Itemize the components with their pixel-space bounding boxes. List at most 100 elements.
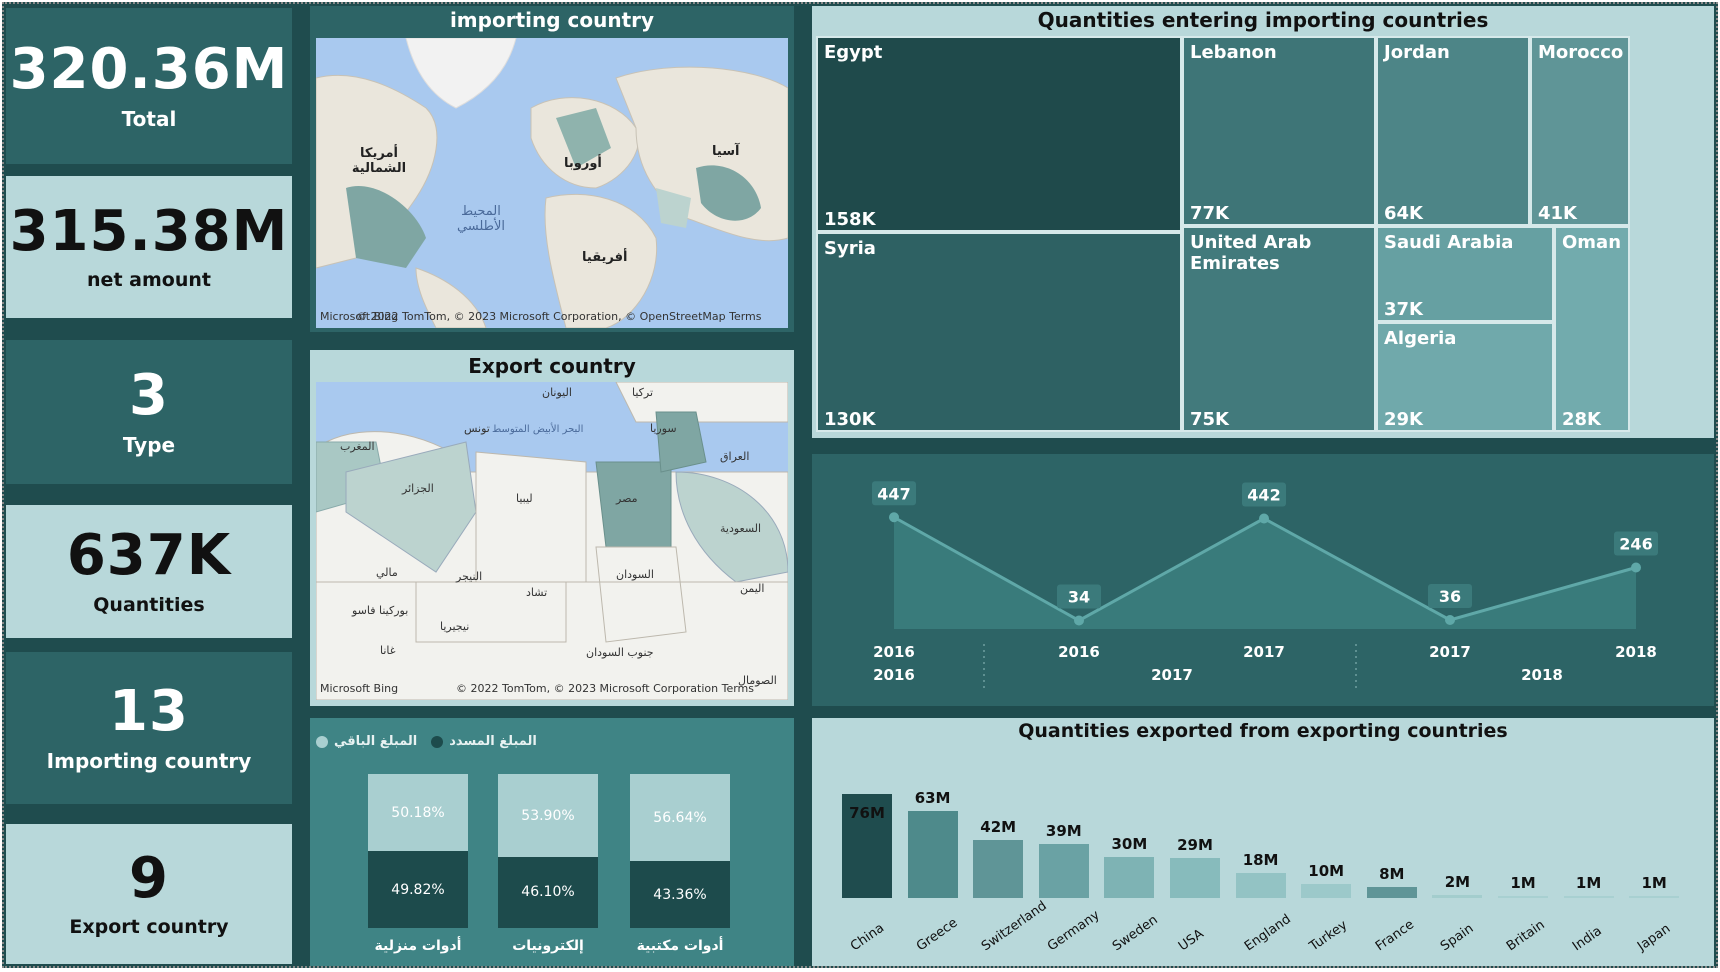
line-x-label: 2017 <box>1429 643 1471 661</box>
bar-x-label: USA <box>1176 926 1207 955</box>
export-map-copyright: © 2022 TomTom, © 2023 Microsoft Corporat… <box>456 682 754 695</box>
treemap-cell-value: 28K <box>1562 409 1601 430</box>
export-map-shapes <box>316 382 788 700</box>
bar-britain[interactable] <box>1498 896 1548 898</box>
kpi-importing-country[interactable]: 13 Importing country <box>6 652 292 804</box>
line-point-label: 442 <box>1247 486 1280 505</box>
bar-x-label: Greece <box>913 915 961 955</box>
bar-india[interactable] <box>1563 896 1614 898</box>
legend-remaining-label: المبلغ الباقي <box>334 734 418 749</box>
kpi-type[interactable]: 3 Type <box>6 340 292 484</box>
bar-greece[interactable] <box>907 811 958 898</box>
treemap-cell[interactable]: Egypt 158K <box>816 36 1182 232</box>
line-chart-svg: 447 2016 34 2016 442 2017 36 2017 246 2018 2016 201… <box>872 481 1658 690</box>
kpi-quantities[interactable]: 637K Quantities <box>6 505 292 638</box>
line-label-box <box>1428 584 1472 608</box>
exp-label-egypt: مصر <box>616 492 638 505</box>
line-x-label: 2016 <box>1058 643 1100 661</box>
legend-remaining-dot <box>316 735 328 748</box>
treemap-cell[interactable]: Oman 28K <box>1554 226 1630 432</box>
map-label-africa: أفريقيا <box>582 250 628 265</box>
treemap-cell[interactable]: Saudi Arabia 37K <box>1376 226 1554 322</box>
treemap-plot: Egypt 158K Syria 130K Lebanon 77K United Arab … <box>816 36 1710 434</box>
treemap-cell-name: Saudi Arabia <box>1384 232 1514 253</box>
import-map-brand: Microsoft Bing <box>320 310 399 323</box>
line-point[interactable] <box>889 512 899 523</box>
bar-germany[interactable] <box>1038 844 1089 898</box>
bar-france[interactable] <box>1366 887 1417 898</box>
treemap-cell-name: Syria <box>824 238 876 259</box>
line-point-label: 36 <box>1439 587 1461 606</box>
line-label-box <box>872 481 916 506</box>
line-label-box <box>1057 584 1101 609</box>
bar-x-label: England <box>1241 911 1294 955</box>
treemap-cell-name: United Arab Emirates <box>1190 232 1312 274</box>
bar-x-label: India <box>1569 923 1605 955</box>
kpi-total[interactable]: 320.36M Total <box>6 8 292 164</box>
stacked-category-label: إلكترونيات <box>512 938 584 954</box>
treemap-cell[interactable]: Syria 130K <box>816 232 1182 432</box>
exp-label-somalia: الصومال <box>738 674 777 687</box>
kpi-net-amount[interactable]: 315.38M net amount <box>6 176 292 318</box>
treemap-cell[interactable]: Jordan 64K <box>1376 36 1530 226</box>
export-map-card: Export country اليونان تركيا تونس البحر … <box>310 350 794 706</box>
export-map[interactable]: اليونان تركيا تونس البحر الأبيض المتوسط … <box>316 382 788 700</box>
line-label-box <box>1614 531 1658 556</box>
legend-paid-label: المبلغ المسدد <box>449 734 537 749</box>
treemap-cell[interactable]: Algeria 29K <box>1376 322 1554 432</box>
map-label-atlantic: المحيط الأطلسي <box>456 204 506 234</box>
kpi-net-amount-label: net amount <box>87 269 211 292</box>
bar-value-label: 76M <box>849 803 885 822</box>
treemap-cell-value: 29K <box>1384 409 1423 430</box>
stacked-segment-remaining[interactable]: 50.18% <box>368 774 468 852</box>
exp-label-ghana: غانا <box>380 644 396 657</box>
line-x-label: 2016 <box>873 643 915 661</box>
stacked-paid-label: 49.82% <box>391 881 445 898</box>
exp-label-syria: سوريا <box>650 422 677 435</box>
bar-x-label: France <box>1372 917 1417 955</box>
exp-label-saudi: السعودية <box>720 522 762 535</box>
bar-japan[interactable] <box>1629 896 1680 898</box>
line-x-sublabel: 2016 <box>873 666 915 684</box>
treemap-cell-name: Egypt <box>824 42 883 63</box>
treemap-cell-name: Oman <box>1562 232 1622 253</box>
exp-label-nigeria: نيجيريا <box>440 620 470 633</box>
bar-value-label: 30M <box>1111 834 1148 853</box>
line-label-box <box>1242 482 1286 507</box>
bar-value-label: 1M <box>1641 874 1667 892</box>
bar-switzerland[interactable] <box>973 840 1024 898</box>
line-point[interactable] <box>1259 513 1269 524</box>
kpi-export-country[interactable]: 9 Export country <box>6 824 292 964</box>
bar-value-label: 29M <box>1177 836 1213 855</box>
stacked-segment-paid[interactable]: 46.10% <box>498 857 598 928</box>
stacked-segment-paid[interactable]: 43.36% <box>630 861 730 928</box>
line-group-label: 2017 <box>1151 666 1193 684</box>
treemap-cell-name: Jordan <box>1384 42 1450 63</box>
line-point[interactable] <box>1631 562 1641 573</box>
bar-turkey[interactable] <box>1301 884 1352 898</box>
bar-china[interactable] <box>842 793 892 898</box>
bar-sweden[interactable] <box>1104 856 1155 898</box>
stacked-segment-paid[interactable]: 49.82% <box>368 851 468 928</box>
bar-spain[interactable] <box>1432 895 1483 898</box>
line-point[interactable] <box>1074 615 1084 626</box>
treemap-cell-name: Morocco <box>1538 42 1624 63</box>
stacked-segment-remaining[interactable]: 56.64% <box>630 774 730 862</box>
bar-usa[interactable] <box>1170 858 1220 898</box>
exp-label-algeria: الجزائر <box>402 482 434 495</box>
treemap-card: Quantities entering importing countries … <box>812 6 1714 438</box>
treemap-cell[interactable]: Morocco 41K <box>1530 36 1630 226</box>
treemap-cell[interactable]: Lebanon 77K <box>1182 36 1376 226</box>
kpi-type-label: Type <box>122 433 176 458</box>
import-map-title: importing country <box>449 8 655 32</box>
treemap-cell[interactable]: United Arab Emirates 75K <box>1182 226 1376 432</box>
line-point[interactable] <box>1445 615 1455 625</box>
bar-x-label: Sweden <box>1110 912 1162 955</box>
import-map-copyright: © 2022 TomTom, © 2023 Microsoft Corporat… <box>356 310 762 323</box>
stacked-segment-remaining[interactable]: 53.90% <box>498 774 598 857</box>
bar-value-label: 63M <box>914 789 951 808</box>
stacked-plot: 50.18% 49.82% أدوات منزلية 53.90% 46.10% إلكت… <box>310 718 794 966</box>
bar-england[interactable] <box>1235 873 1286 898</box>
line-chart-card: 447 2016 34 2016 442 2017 36 2017 246 2018 2016 201… <box>812 454 1714 706</box>
import-map[interactable]: أمريكا الشمالية أوروبا آسيا المحيط الأطل… <box>316 38 788 328</box>
